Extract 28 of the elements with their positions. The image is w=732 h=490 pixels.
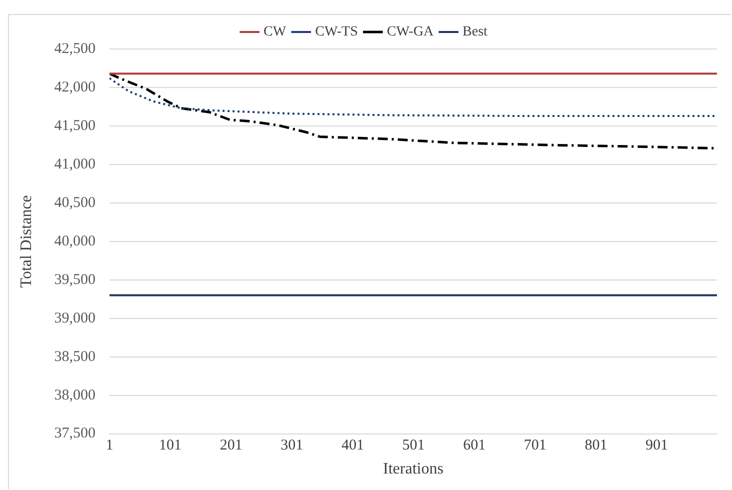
- x-tick-label: 501: [402, 438, 425, 454]
- legend-label: Best: [462, 24, 488, 40]
- y-tick-label: 41,500: [54, 118, 96, 134]
- y-tick-label: 38,000: [54, 387, 96, 404]
- x-tick-label: 401: [341, 438, 364, 454]
- y-tick-label: 42,500: [54, 40, 96, 57]
- y-tick-label: 40,000: [54, 233, 96, 250]
- y-axis-title: Total Distance: [18, 195, 35, 288]
- legend-label: CW: [264, 24, 287, 40]
- legend-label: CW-TS: [315, 24, 358, 40]
- x-tick-label: 101: [159, 438, 182, 454]
- legend-label: CW-GA: [386, 24, 434, 40]
- y-tick-label: 37,500: [54, 426, 96, 442]
- y-tick-label: 39,000: [54, 310, 96, 326]
- x-tick-label: 201: [220, 438, 242, 454]
- x-tick-label: 901: [646, 438, 668, 454]
- x-tick-label: 801: [584, 438, 608, 454]
- x-axis-title: Iterations: [383, 460, 444, 478]
- x-tick-label: 601: [463, 438, 486, 454]
- line-series: [109, 77, 717, 117]
- x-tick-label: 1: [106, 438, 114, 454]
- y-tick-label: 39,500: [54, 272, 96, 288]
- x-tick-label: 701: [524, 438, 546, 454]
- y-tick-label: 38,500: [54, 348, 96, 365]
- y-tick-label: 40,500: [54, 194, 96, 211]
- x-tick-label: 301: [280, 438, 304, 454]
- y-tick-label: 42,000: [54, 79, 96, 96]
- y-tick-label: 41,000: [54, 156, 96, 172]
